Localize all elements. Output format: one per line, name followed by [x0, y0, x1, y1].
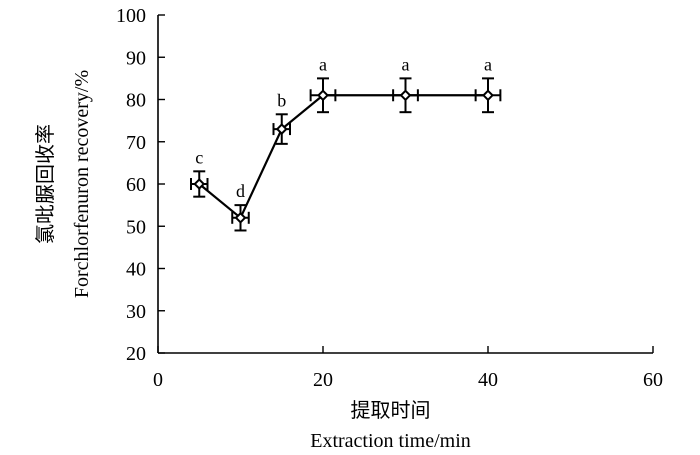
significance-label: a — [484, 54, 492, 74]
data-point — [317, 89, 329, 102]
y-tick-label: 40 — [126, 259, 146, 281]
y-axis-title-chinese: 氯吡脲回收率 — [34, 124, 57, 244]
x-tick-label: 60 — [643, 369, 663, 391]
data-point — [275, 123, 288, 135]
y-tick-label: 80 — [126, 90, 146, 112]
y-tick-label: 90 — [126, 47, 146, 69]
x-axis-title-chinese: 提取时间 — [351, 399, 431, 422]
data-point — [399, 89, 412, 102]
x-tick-label: 0 — [153, 369, 163, 391]
significance-label: d — [236, 181, 245, 201]
significance-label: c — [195, 147, 203, 167]
y-tick-label: 50 — [126, 216, 146, 238]
significance-label: b — [277, 90, 286, 110]
data-point — [234, 211, 247, 224]
data-point — [193, 178, 206, 190]
significance-label: a — [319, 54, 327, 74]
plot-area: c d b a a a — [190, 54, 502, 232]
data-point — [482, 89, 494, 102]
x-ticks: 0 20 40 60 — [153, 346, 663, 391]
y-axis-title-english: Forchlorfenuron recovery/% — [71, 70, 93, 298]
y-ticks: 20 30 40 50 60 70 80 90 100 — [116, 5, 165, 365]
x-tick-label: 40 — [478, 369, 498, 391]
y-tick-label: 60 — [126, 174, 146, 196]
y-tick-label: 70 — [126, 132, 146, 154]
x-axis-title-english: Extraction time/min — [310, 430, 471, 452]
series-line — [198, 94, 488, 220]
x-tick-label: 20 — [313, 369, 333, 391]
y-tick-label: 20 — [126, 343, 146, 365]
significance-label: a — [402, 54, 410, 74]
y-tick-label: 100 — [116, 5, 146, 27]
y-tick-label: 30 — [126, 301, 146, 323]
